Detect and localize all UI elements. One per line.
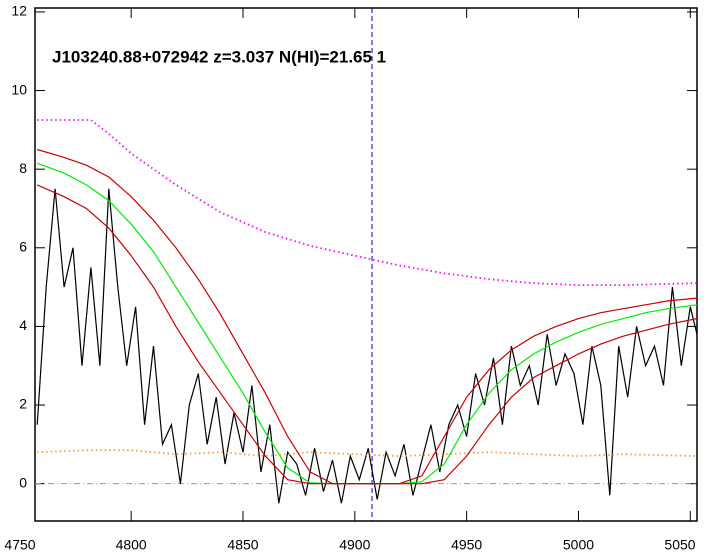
series-line (36, 162, 697, 485)
series-line (36, 188, 697, 504)
x-tick-label: 5050 (664, 537, 695, 553)
x-tick-label: 4750 (4, 537, 35, 553)
y-tick-label: 0 (19, 474, 27, 490)
y-tick-label: 8 (19, 160, 27, 176)
y-tick-label: 12 (11, 3, 27, 19)
x-tick-label: 4800 (116, 537, 147, 553)
series-line (37, 119, 697, 287)
y-tick-label: 4 (19, 317, 27, 333)
series-line (37, 449, 697, 458)
y-tick-label: 2 (19, 396, 27, 412)
x-tick-label: 4900 (339, 537, 370, 553)
series-line (36, 184, 697, 485)
x-tick-label: 4850 (227, 537, 258, 553)
y-tick-label: 6 (19, 238, 27, 254)
x-tick-label: 4950 (451, 537, 482, 553)
plot-frame (34, 7, 698, 522)
chart-title: J103240.88+072942 z=3.037 N(HI)=21.65 1 (52, 47, 386, 66)
x-tick-label: 5000 (563, 537, 594, 553)
y-tick-label: 10 (11, 81, 27, 97)
